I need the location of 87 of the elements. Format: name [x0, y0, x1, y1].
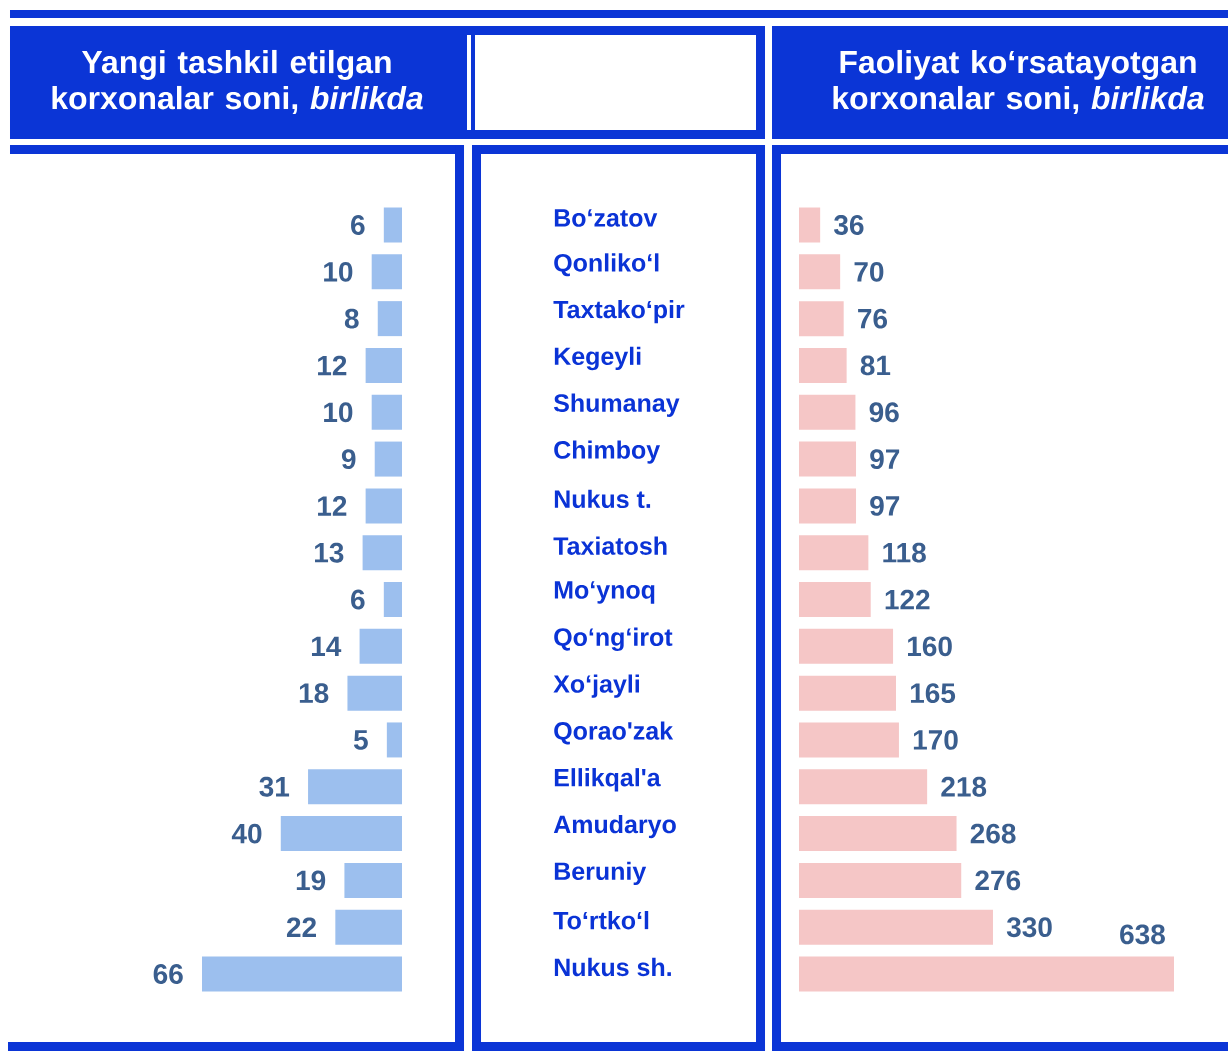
data-label: 22: [286, 917, 316, 937]
bar: [799, 535, 869, 571]
y-tick-label: Amudaryo: [553, 814, 676, 839]
y-tick-label: Mo‘ynoq: [554, 581, 655, 604]
y-tick-label: Xo‘jayli: [553, 674, 639, 698]
y-tick-label: Taxiatosh: [553, 536, 667, 555]
bar: [799, 347, 847, 383]
data-label: 81: [860, 355, 891, 376]
bar: [799, 207, 821, 243]
data-label: 9: [341, 449, 356, 469]
bar: [799, 394, 856, 430]
y-tick-label: Qorao'zak: [554, 721, 674, 745]
data-label: 268: [970, 823, 1016, 844]
bar: [799, 862, 962, 898]
bar: [799, 582, 871, 618]
y-tick-label: Kegeyli: [554, 346, 641, 371]
data-label: 12: [318, 496, 347, 516]
bar: [383, 582, 402, 618]
data-label: 160: [908, 636, 952, 657]
bar: [799, 722, 899, 758]
data-label: 66: [153, 964, 183, 984]
bar: [799, 675, 896, 711]
data-label: 170: [913, 730, 958, 750]
data-label: 8: [344, 308, 359, 329]
y-tick-label: Nukus sh.: [554, 957, 671, 977]
bar: [344, 862, 402, 898]
bar: [335, 909, 402, 945]
data-label: 276: [975, 870, 1021, 891]
data-label: 330: [1006, 917, 1052, 938]
bar: [362, 535, 402, 571]
bar: [799, 628, 894, 664]
bar: [374, 441, 402, 477]
data-label: 76: [858, 308, 887, 329]
y-tick-label: Bo‘zatov: [554, 209, 658, 227]
chart-title: Yangi tashkil etilgan korxonalar soni, birlikda: [52, 49, 423, 115]
bar: [377, 301, 402, 337]
chart-title: Faoliyat ko‘rsatayotgan korxonalar soni, birlikda: [833, 49, 1204, 115]
data-label: 31: [259, 776, 290, 797]
bar: [799, 488, 857, 524]
bar: [371, 254, 402, 290]
data-label: 638: [1120, 924, 1165, 945]
bar: [365, 488, 402, 524]
y-tick-label: Beruniy: [554, 861, 647, 886]
data-label: 10: [324, 261, 353, 282]
data-label: 12: [318, 355, 347, 376]
y-tick-label: Qonliko‘l: [554, 253, 659, 277]
data-label: 70: [854, 261, 884, 282]
data-label: 13: [315, 542, 344, 563]
bar: [799, 769, 928, 805]
data-label: 36: [834, 215, 864, 235]
data-label: 5: [353, 730, 368, 750]
y-tick-label: Ellikqal'a: [554, 768, 661, 792]
data-label: 122: [885, 589, 930, 610]
data-label: 19: [296, 870, 326, 891]
data-label: 10: [324, 402, 353, 423]
data-label: 97: [870, 449, 900, 469]
data-label: 6: [351, 215, 365, 235]
data-label: 14: [311, 636, 342, 656]
data-label: 96: [869, 402, 899, 423]
bar: [799, 441, 857, 477]
bar: [280, 816, 402, 852]
bar: [799, 301, 844, 337]
data-label: 97: [870, 495, 900, 516]
bar: [347, 675, 402, 711]
bar: [799, 956, 1175, 992]
bar: [308, 769, 402, 805]
data-label: 18: [299, 683, 329, 704]
y-tick-label: Shumanay: [553, 393, 680, 417]
bar: [383, 207, 402, 243]
bar: [365, 347, 402, 383]
bar: [359, 628, 402, 664]
data-label: 218: [941, 776, 987, 797]
data-label: 118: [883, 542, 926, 563]
bar: [799, 909, 993, 945]
y-tick-label: To‘rtko‘l: [553, 911, 649, 930]
y-tick-label: Qo‘ng‘irot: [554, 627, 673, 652]
y-tick-label: Chimboy: [554, 440, 661, 464]
bar: [386, 722, 402, 758]
y-tick-label: Nukus t.: [554, 489, 651, 509]
data-label: 165: [910, 683, 956, 704]
bar: [799, 816, 957, 852]
data-label: 6: [351, 589, 365, 610]
data-label: 40: [231, 823, 262, 844]
bar: [202, 956, 402, 992]
bar: [371, 394, 402, 430]
bar: [799, 254, 841, 290]
y-tick-label: Taxtako‘pir: [553, 299, 685, 324]
